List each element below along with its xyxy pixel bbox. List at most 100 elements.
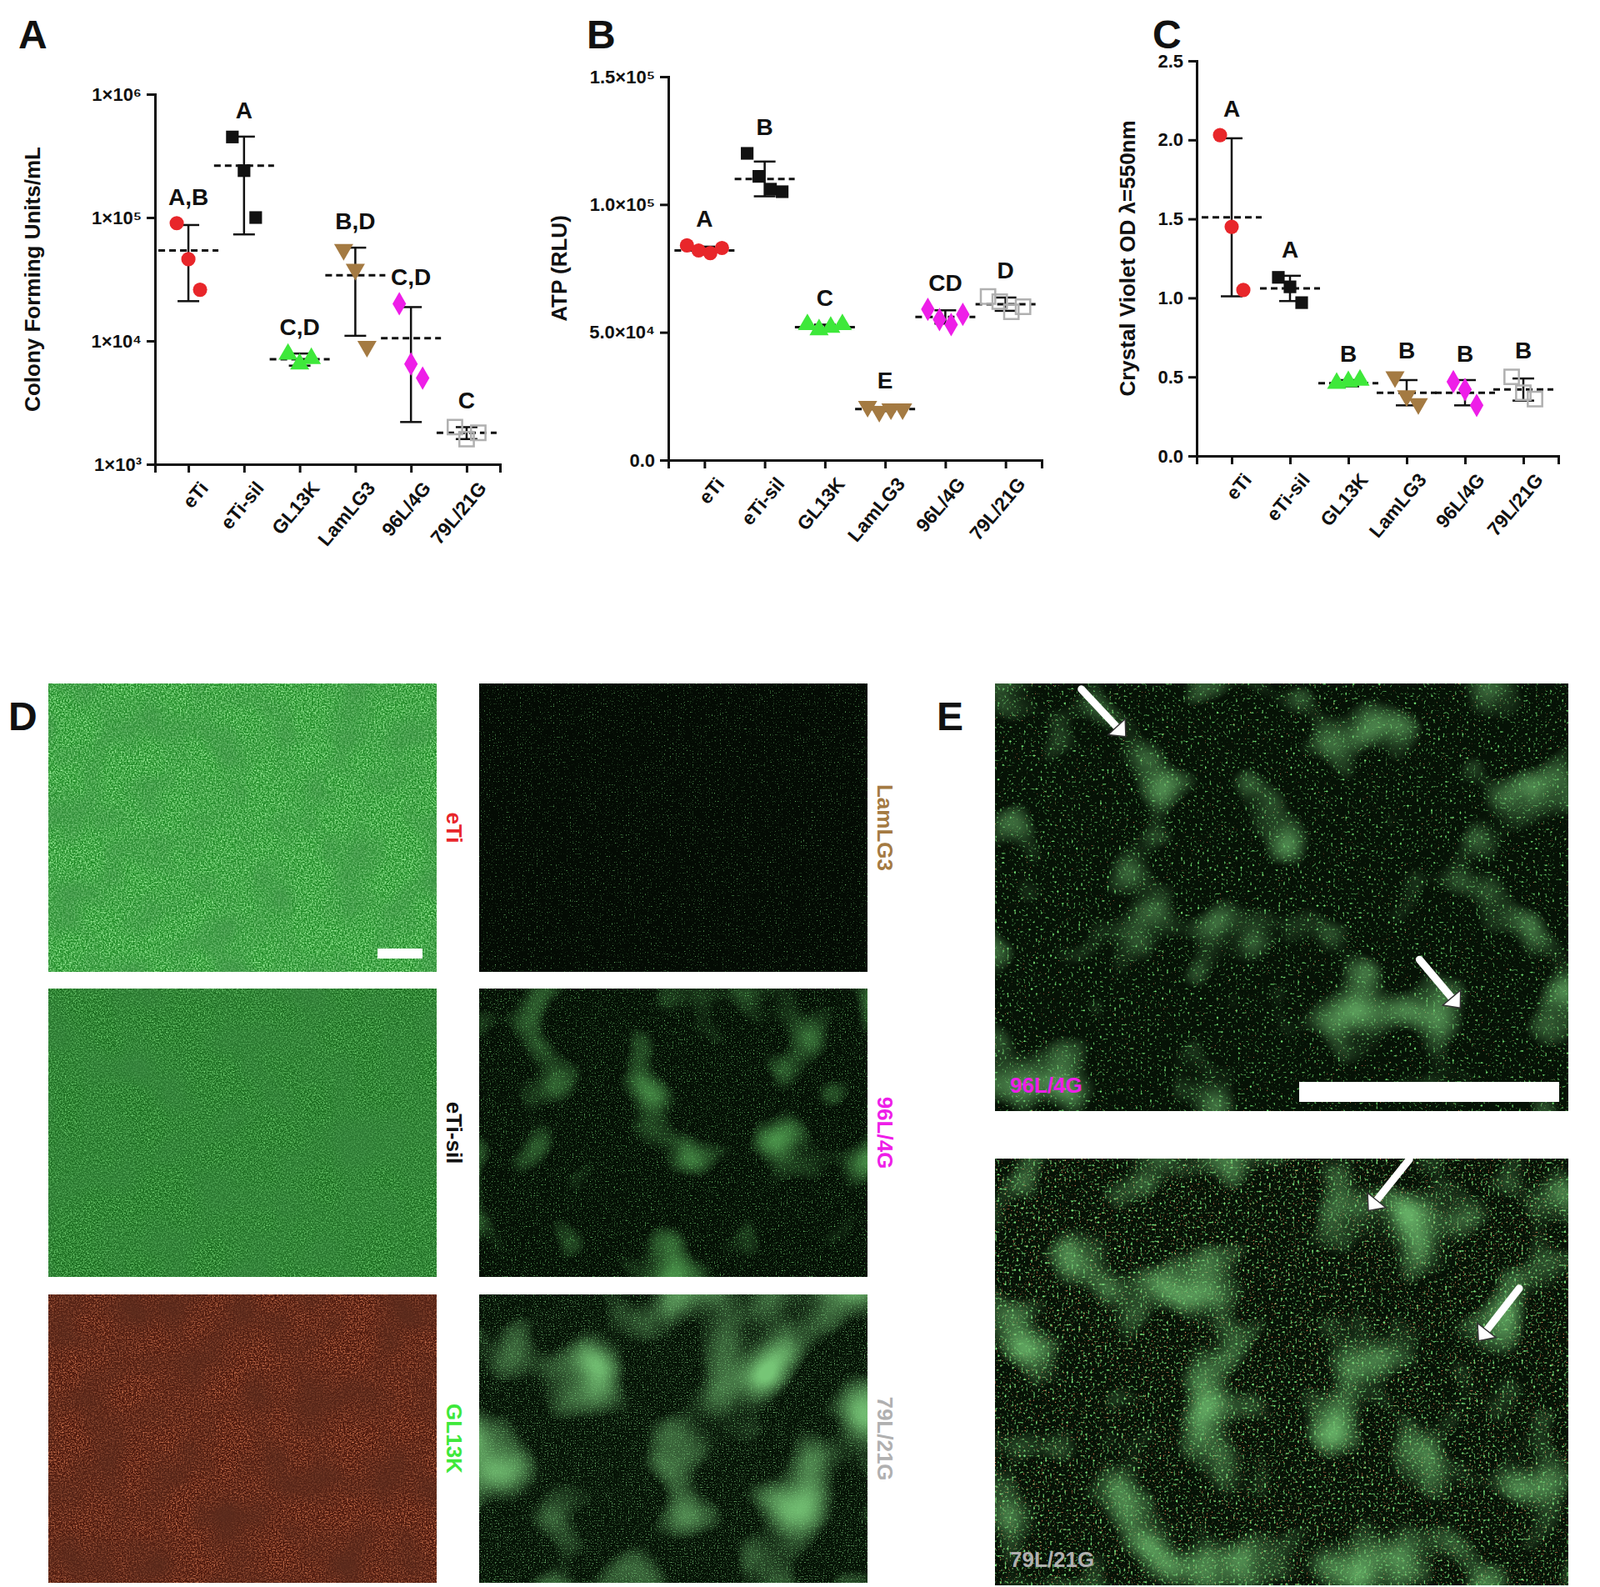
x-tick-mark [465,464,469,473]
x-tick-mark [1464,455,1467,465]
y-tick: 2.0 [1157,129,1197,150]
group [325,244,385,358]
error-cap [177,300,200,303]
y-axis-title: Crystal Violet OD λ=550nm [1115,120,1140,396]
x-tick-label: GL13K [1315,468,1373,530]
point [1458,377,1472,401]
error-bar [243,136,246,235]
x-tick-label: 79L/21G [425,477,490,549]
micrograph-texture [48,1294,437,1583]
micrograph-texture [479,988,868,1277]
error-cap [754,160,776,164]
y-tick-label: 1.0 [1157,287,1184,309]
micrograph [479,1294,868,1583]
y-tick: 5.0×10⁴ [589,321,669,343]
x-tick-label: GL13K [267,476,325,539]
y-tick-mark [1188,296,1197,300]
significance-letter: C,D [279,314,320,340]
x-tick: LamLG3 [843,460,910,546]
point [415,365,430,390]
point [470,425,485,440]
y-tick-mark [1188,375,1197,379]
x-tick-mark [1289,455,1292,465]
micrograph-texture [48,988,437,1277]
significance-letter: B,D [335,208,375,235]
point [181,251,196,266]
point [225,130,239,144]
point [944,312,958,336]
pointer [1081,689,1117,727]
point [1446,370,1460,394]
micrograph-texture [479,1294,868,1583]
scale-bar [377,948,423,959]
point [764,182,777,195]
group [436,420,497,447]
x-tick: eTi-sil [215,464,268,534]
mean-line [1493,388,1554,391]
group [1493,370,1554,407]
micrograph-texture [479,683,868,972]
micrograph [479,683,868,972]
point [920,297,935,321]
micrograph-texture [48,1294,437,1583]
x-tick-label: eTi [178,477,213,513]
micrograph-background [48,988,437,1277]
micrograph [995,683,1569,1111]
scale-bar [1299,1081,1560,1102]
micrograph-texture [479,1294,868,1583]
group [380,291,441,422]
image-label: 79L/21G [872,1395,898,1480]
point [1385,371,1405,389]
y-tick: 0.0 [629,450,669,471]
y-tick-label: 2.0 [1157,129,1184,150]
point [1470,393,1484,417]
pointer-head [1442,990,1460,1008]
y-tick-mark [1188,139,1197,142]
x-tick-mark [824,460,827,469]
chart-2: C0.00.51.01.52.02.5eTieTi-silGL13KLamLG3… [1115,12,1560,542]
significance-letter: E [877,367,894,394]
point [1527,391,1542,406]
x-tick-label: 79L/21G [1482,469,1547,540]
y-tick: 1×10⁵ [91,207,155,229]
error-cap [344,335,366,338]
mean-line [1201,215,1262,219]
image-label: eTi [441,811,467,843]
x-tick-label: eTi-sil [215,477,268,534]
y-tick: 1.5 [1157,208,1197,230]
x-tick: LamLG3 [313,464,380,550]
error-cap [995,310,1017,313]
y-axis: 1×10³1×10⁴1×10⁵1×10⁶ [91,84,156,475]
error-bar [1230,138,1234,297]
micrograph-background [995,1158,1569,1585]
x-tick-label: eTi [1221,469,1256,505]
point [237,164,250,177]
x-tick-label: 96L/4G [911,473,970,536]
pointer-head [1477,1322,1496,1340]
x-tick: GL13K [792,460,850,535]
micrograph-background [995,683,1569,1111]
micrograph-background [48,683,437,972]
panel-d: DeTieTi-silGL13KLamLG396L/4G79L/21G [8,683,898,1583]
x-tick: eTi-sil [1261,455,1314,525]
point [301,347,321,365]
x-tick: 96L/4G [1431,455,1490,532]
x-axis-line [1197,456,1560,465]
point [893,403,913,420]
micrograph-texture [995,683,1569,1111]
group [795,313,855,335]
micrograph [479,988,868,1277]
micrograph-background [479,988,868,1277]
point [775,185,789,198]
x-tick-label: LamLG3 [843,473,910,546]
group [915,297,975,337]
mean-line [380,336,441,340]
x-tick-label: 96L/4G [1431,469,1490,532]
y-tick: 1×10⁶ [91,84,155,105]
y-tick: 1×10⁴ [91,330,155,352]
x-tick-mark [884,460,887,469]
y-tick-mark [1188,60,1197,63]
group [855,400,915,423]
point [752,170,765,183]
x-axis: eTieTi-silGL13KLamLG396L/4G79L/21G [669,460,1043,546]
